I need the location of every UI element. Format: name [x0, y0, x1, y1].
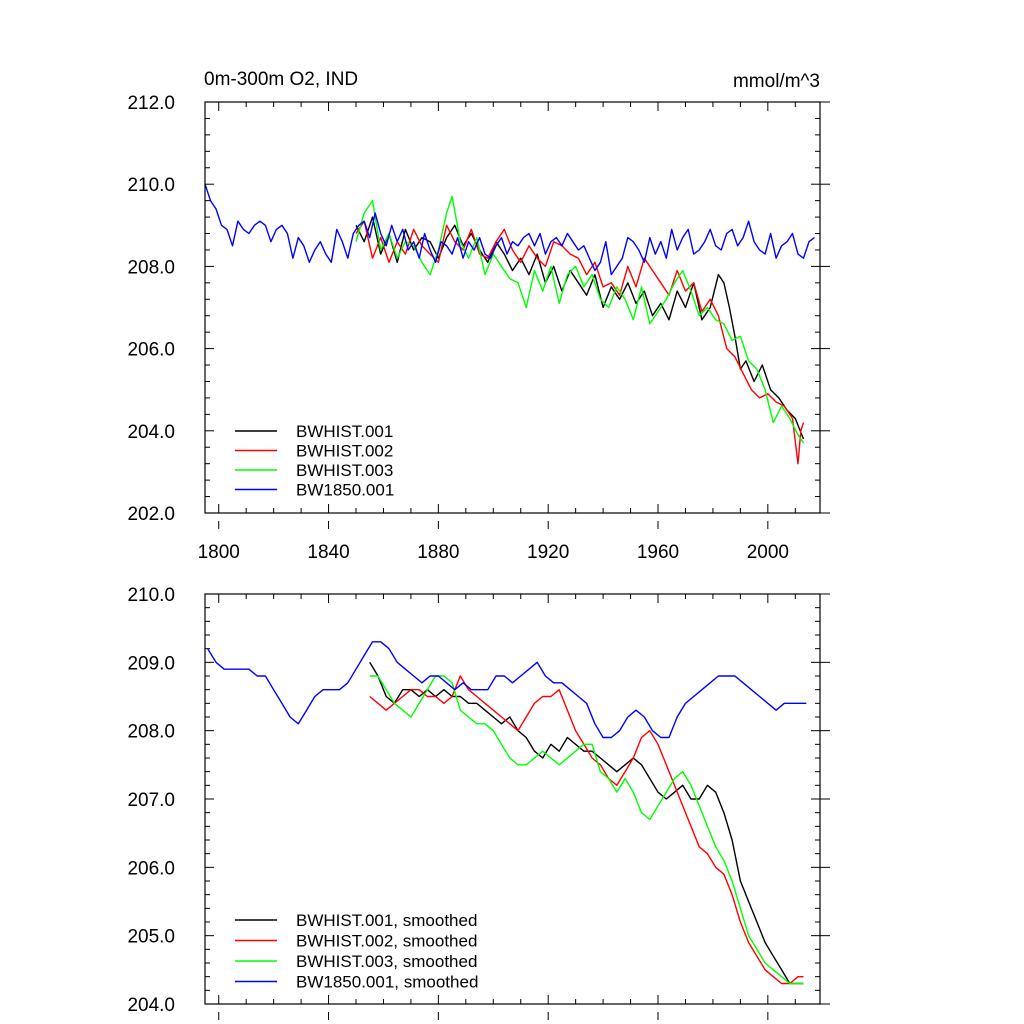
x-tick-label: 1840: [307, 542, 349, 563]
bottom-axes: 204.0 205.0 206.0 207.0 208.0 209.0 210.0: [127, 585, 830, 1020]
series-line-3: [207, 641, 807, 739]
x-tick-label: 1920: [527, 542, 569, 563]
top-title: 0m-300m O2, IND: [204, 69, 358, 90]
legend-label: BW1850.001, smoothed: [296, 973, 478, 992]
legend-label: BWHIST.002, smoothed: [296, 932, 477, 951]
y-tick-label: 208.0: [127, 257, 175, 278]
series-line-1: [369, 675, 804, 985]
x-tick-label: 2000: [747, 542, 789, 563]
y-tick-label: 209.0: [127, 653, 175, 674]
series-line-2: [369, 675, 804, 985]
legend-label: BWHIST.003: [296, 461, 393, 480]
top-plot-frame: [204, 101, 821, 514]
bottom-legend: BWHIST.001, smoothed BWHIST.002, smoothed…: [235, 911, 478, 992]
bottom-plot-frame: [204, 593, 821, 1005]
series-line-2: [355, 195, 805, 444]
bottom-series-group: [207, 641, 807, 985]
y-tick-label: 208.0: [127, 722, 175, 743]
x-tick-label: 1880: [417, 542, 459, 563]
bottom-panel: 204.0 205.0 206.0 207.0 208.0 209.0 210.0 BWHI…: [127, 585, 830, 1020]
y-tick-label: 207.0: [127, 790, 175, 811]
y-tick-label: 205.0: [127, 927, 175, 948]
top-series-group: [204, 183, 815, 465]
y-tick-label: 206.0: [127, 340, 175, 361]
legend-label: BWHIST.001: [296, 422, 393, 441]
y-tick-label: 210.0: [127, 585, 175, 606]
top-units: mmol/m^3: [733, 71, 820, 92]
y-tick-label: 204.0: [127, 422, 175, 443]
series-line-0: [355, 216, 805, 440]
legend-label: BWHIST.002: [296, 442, 393, 461]
series-line-3: [204, 183, 815, 276]
y-tick-label: 206.0: [127, 858, 175, 879]
y-tick-label: 210.0: [127, 175, 175, 196]
x-tick-label: 1800: [198, 542, 240, 563]
legend-label: BW1850.001: [296, 481, 394, 500]
y-tick-label: 202.0: [127, 504, 175, 525]
legend-label: BWHIST.003, smoothed: [296, 952, 477, 971]
x-tick-label: 1960: [637, 542, 679, 563]
top-panel: 0m-300m O2, IND mmol/m^3 1800 1840 1880 192…: [127, 69, 830, 563]
y-tick-label: 204.0: [127, 995, 175, 1016]
y-tick-label: 212.0: [127, 93, 175, 114]
top-axes: 1800 1840 1880 1920 1960 2000 202.0 204.0 206.0 2…: [127, 93, 830, 563]
legend-label: BWHIST.001, smoothed: [296, 911, 477, 930]
